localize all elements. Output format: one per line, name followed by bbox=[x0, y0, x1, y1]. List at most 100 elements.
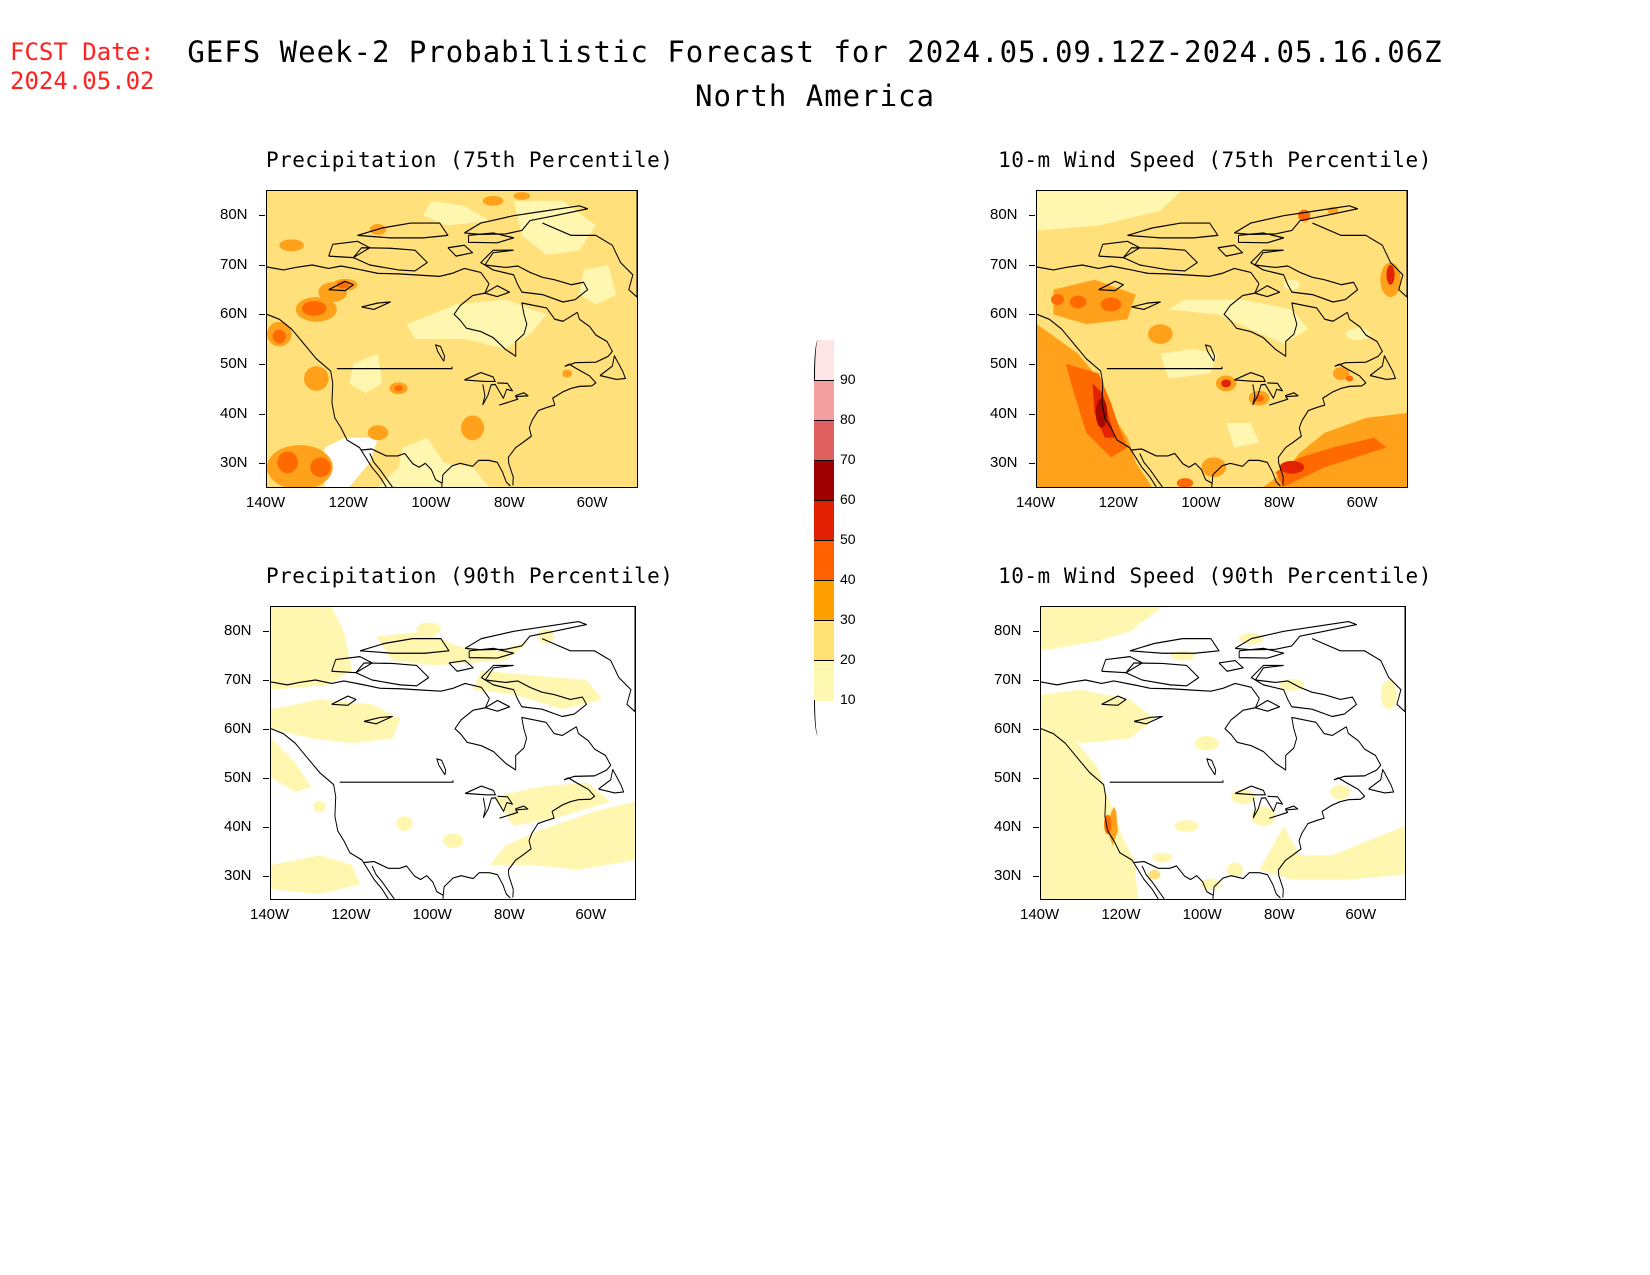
coastline-lakes2 bbox=[482, 795, 513, 819]
precip-75-lon-tick: 140W bbox=[246, 494, 286, 511]
coastline-gulf_of_cal bbox=[1139, 453, 1163, 487]
precip-75-lat-tick: 50N bbox=[220, 354, 248, 372]
map-wind-75 bbox=[1036, 190, 1408, 488]
panel-title-wind-75: 10-m Wind Speed (75th Percentile) bbox=[998, 148, 1432, 172]
precip-90-lat-tick: 30N bbox=[224, 866, 252, 884]
coastline-somerset bbox=[448, 659, 474, 672]
precip-75-lat-tick: 40N bbox=[220, 404, 248, 422]
colorbar-segment bbox=[814, 420, 834, 461]
coastline-qeis bbox=[357, 222, 449, 239]
colorbar-label: 40 bbox=[840, 571, 856, 587]
area-10-20 bbox=[376, 631, 530, 666]
colorbar-segment bbox=[814, 620, 834, 661]
forecast-area bbox=[1283, 279, 1301, 290]
precip-90-lat-tick-mark bbox=[263, 630, 269, 632]
precip-90-lon-tick: 140W bbox=[250, 906, 290, 923]
wind-90-lon-tick: 120W bbox=[1101, 906, 1141, 923]
coastline-lakes3 bbox=[1269, 392, 1299, 406]
colorbar-tail bbox=[814, 700, 821, 736]
coastline-hudson bbox=[1223, 283, 1348, 357]
area-30-40 bbox=[1105, 806, 1118, 846]
forecast-area bbox=[1386, 265, 1395, 285]
coastline-banks bbox=[1101, 656, 1143, 674]
forecast-date-label: FCST Date: bbox=[10, 38, 155, 66]
coastline-newfoundland bbox=[598, 768, 625, 794]
colorbar-segment bbox=[814, 540, 834, 581]
precip-90-lat-tick-mark bbox=[263, 679, 269, 681]
precip-75-lat-tick-mark bbox=[259, 363, 265, 365]
coastline-greatbear bbox=[328, 280, 354, 292]
coastline-victoria bbox=[1125, 662, 1200, 687]
wind-90-lat-tick: 60N bbox=[994, 719, 1022, 737]
precip-90-lat-tick: 70N bbox=[224, 670, 252, 688]
coastline-gulf_of_cal bbox=[369, 453, 393, 487]
coastline-arctic bbox=[267, 264, 490, 285]
area-10-20 bbox=[1168, 299, 1309, 344]
colorbar-legend: 90 80 70 60 50 40 30 20 10 bbox=[814, 340, 874, 740]
wind-90-lat-tick-mark bbox=[1033, 630, 1039, 632]
area-10-20 bbox=[271, 738, 312, 792]
forecast-area bbox=[1201, 457, 1227, 478]
coastline-atlantic bbox=[1277, 312, 1383, 486]
wind-75-lat-tick-mark bbox=[1029, 363, 1035, 365]
coastline-greatslave bbox=[361, 301, 391, 310]
page-title-line2: North America bbox=[695, 79, 935, 113]
colorbar-label: 50 bbox=[840, 531, 856, 547]
precip-90-lon-tick: 80W bbox=[494, 906, 525, 923]
forecast-area bbox=[442, 833, 464, 848]
forecast-area bbox=[416, 622, 441, 636]
coastline-banks bbox=[331, 656, 373, 674]
coastline-border49 bbox=[336, 366, 453, 370]
wind-75-lat-tick: 40N bbox=[990, 404, 1018, 422]
wind-90-lat-tick-mark bbox=[1033, 728, 1039, 730]
forecast-area bbox=[396, 816, 413, 831]
area-10-20 bbox=[349, 353, 383, 394]
coastline-baffin bbox=[480, 249, 589, 303]
colorbar-label: 20 bbox=[840, 651, 856, 667]
coastline-greatbear bbox=[331, 695, 357, 706]
colorbar-segment bbox=[814, 460, 834, 501]
precip-90-lat-tick-mark bbox=[263, 875, 269, 877]
wind-90-lat-tick-mark bbox=[1033, 875, 1039, 877]
map-wind-90 bbox=[1040, 606, 1406, 900]
coastline-lakes2 bbox=[482, 382, 513, 406]
precip-75-lat-tick-mark bbox=[259, 314, 265, 316]
coastline-hudson bbox=[453, 283, 578, 357]
area-10-20 bbox=[271, 855, 360, 895]
forecast-area bbox=[310, 457, 331, 478]
forecast-area bbox=[1345, 328, 1370, 340]
coastline-qeis bbox=[359, 638, 450, 654]
wind-90-lon-tick: 100W bbox=[1182, 906, 1222, 923]
forecast-area bbox=[461, 415, 485, 441]
coastline-lakes1 bbox=[464, 785, 496, 796]
forecast-area bbox=[1050, 294, 1065, 305]
area-10-20 bbox=[1041, 607, 1163, 651]
colorbar-segment bbox=[814, 660, 834, 701]
forecast-area bbox=[537, 628, 555, 644]
coastline-winnipeg bbox=[1206, 758, 1217, 776]
coastline-lakes3 bbox=[1269, 805, 1299, 819]
forecast-area bbox=[1231, 789, 1256, 805]
precip-90-lat-tick: 60N bbox=[224, 719, 252, 737]
wind-90-lat-tick: 30N bbox=[994, 866, 1022, 884]
precip-90-lat-tick-mark bbox=[263, 777, 269, 779]
map-precip-90 bbox=[270, 606, 636, 900]
colorbar-label: 30 bbox=[840, 611, 856, 627]
coastline-pacific bbox=[1037, 313, 1157, 487]
coastline-southampton bbox=[484, 285, 511, 298]
wind-75-lon-tick: 120W bbox=[1098, 494, 1138, 511]
forecast-area bbox=[1174, 820, 1199, 832]
coastline-victoria bbox=[352, 247, 428, 272]
coastline-gulf bbox=[1212, 872, 1281, 899]
colorbar-segment bbox=[814, 580, 834, 621]
forecast-area bbox=[1152, 852, 1173, 863]
coastline-devon bbox=[468, 647, 515, 659]
panel-title-precip-75: Precipitation (75th Percentile) bbox=[266, 148, 674, 172]
coastline-gulf bbox=[442, 872, 511, 899]
wind-75-lon-tick: 80W bbox=[1264, 494, 1295, 511]
wind-90-lon-tick: 140W bbox=[1020, 906, 1060, 923]
forecast-area bbox=[277, 451, 298, 474]
coastline-southampton bbox=[1254, 285, 1281, 298]
coastline-arctic bbox=[271, 679, 490, 699]
wind-90-lat-tick: 50N bbox=[994, 768, 1022, 786]
